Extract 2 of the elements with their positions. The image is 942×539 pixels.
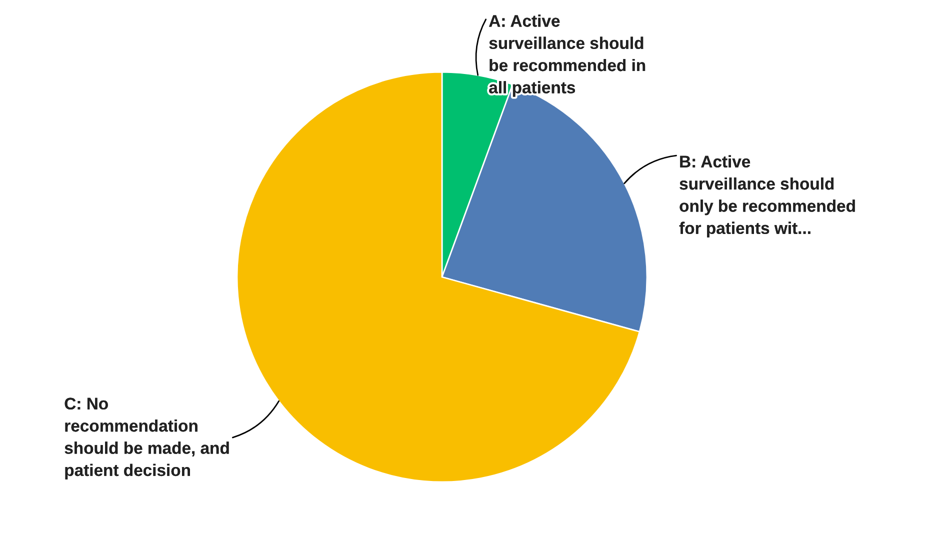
slice-label: B: Active surveillance should only be recommended for patients wit... bbox=[679, 155, 855, 238]
slice-label: C: No recommendation should be made, and patient decision bbox=[64, 398, 229, 480]
